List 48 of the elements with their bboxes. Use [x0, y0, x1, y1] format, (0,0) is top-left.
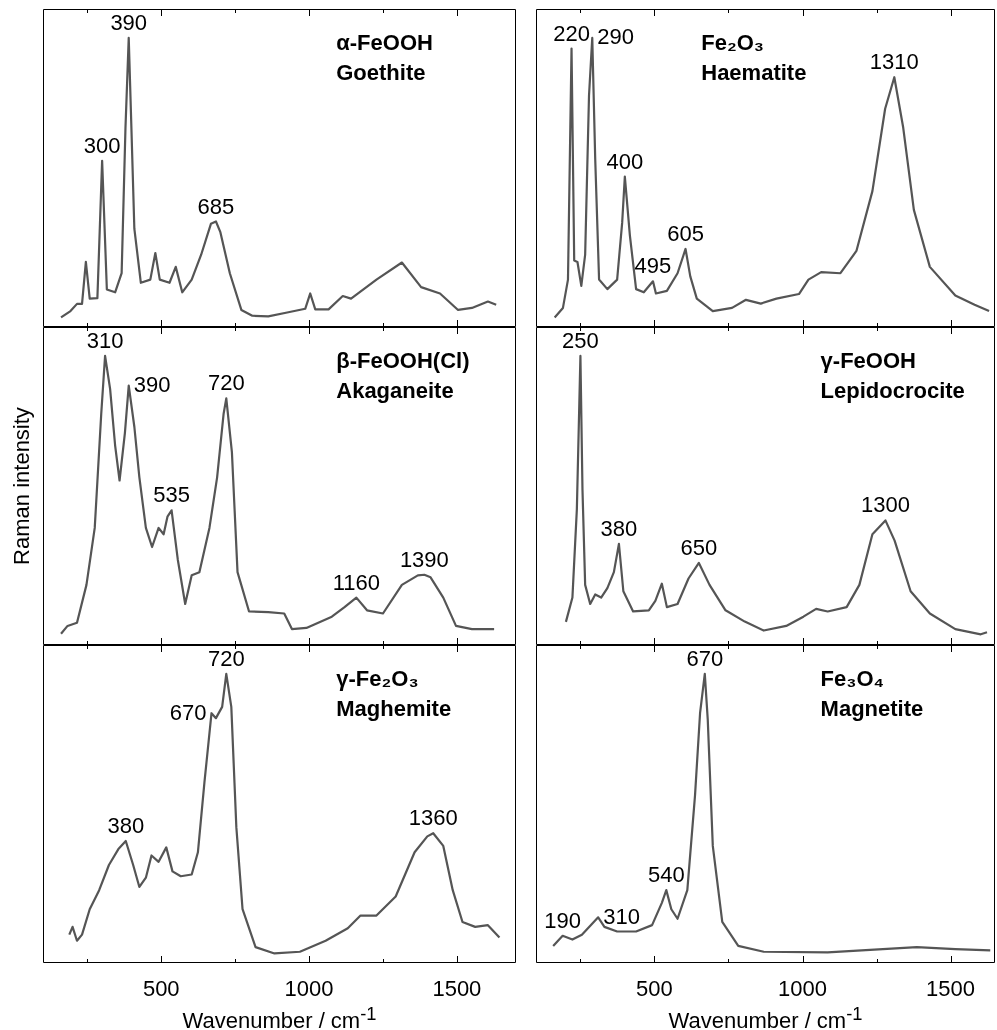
- annotation: 670: [686, 645, 724, 671]
- annotation: 380: [600, 515, 638, 541]
- annotation: 1310: [869, 49, 919, 75]
- text: Magnetite: [820, 696, 924, 721]
- x-tick-label: 1000: [284, 976, 334, 1002]
- annotation: 290: [597, 24, 634, 50]
- annotation: 220: [553, 20, 590, 46]
- annotation: 190: [544, 907, 582, 933]
- annotation: 1360: [408, 805, 458, 831]
- chart-title: Fe₃O₄: [820, 666, 885, 691]
- annotation: 310: [86, 327, 124, 353]
- chart-title: γ-FeOOH: [820, 348, 916, 373]
- annotation: 650: [680, 534, 718, 560]
- annotation: 495: [634, 253, 672, 279]
- annotation: 670: [169, 699, 207, 725]
- annotation: 380: [107, 813, 145, 839]
- annotation: 390: [133, 372, 171, 398]
- text: Goethite: [336, 60, 426, 85]
- text: Akaganeite: [336, 378, 454, 403]
- chart-title: γ-Fe₂O₃: [336, 666, 419, 691]
- chart-title: β-FeOOH(Cl): [336, 348, 470, 373]
- text: Haematite: [701, 60, 807, 85]
- annotation: 250: [562, 327, 599, 353]
- x-tick-label: 500: [636, 976, 673, 1002]
- chart-title: Fe₂O₃: [701, 30, 764, 55]
- annotation: 720: [207, 370, 245, 396]
- annotation: 310: [603, 903, 640, 929]
- text: Lepidocrocite: [820, 378, 965, 403]
- annotation: 540: [647, 862, 685, 888]
- x-axis-title: Wavenumber / cm$^{-1}$: [667, 1002, 864, 1030]
- annotation: 1300: [860, 492, 910, 518]
- annotation: 685: [197, 193, 235, 219]
- chart-title: α-FeOOH: [336, 30, 433, 55]
- text: Maghemite: [336, 696, 452, 721]
- x-tick-label: 1500: [926, 976, 976, 1002]
- annotation: 390: [110, 9, 148, 35]
- annotation: 1390: [399, 546, 449, 572]
- y-axis-title: Raman intensity: [9, 407, 35, 565]
- annotation: 400: [606, 148, 644, 174]
- x-axis-title: Wavenumber / cm$^{-1}$: [181, 1002, 378, 1030]
- annotation: 300: [83, 132, 121, 158]
- x-tick-label: 500: [142, 976, 180, 1002]
- x-tick-label: 1500: [432, 976, 482, 1002]
- annotation: 1160: [332, 569, 381, 595]
- x-tick-label: 1000: [778, 976, 827, 1002]
- annotation: 605: [667, 221, 704, 247]
- annotation: 720: [207, 645, 245, 671]
- annotation: 535: [153, 482, 190, 508]
